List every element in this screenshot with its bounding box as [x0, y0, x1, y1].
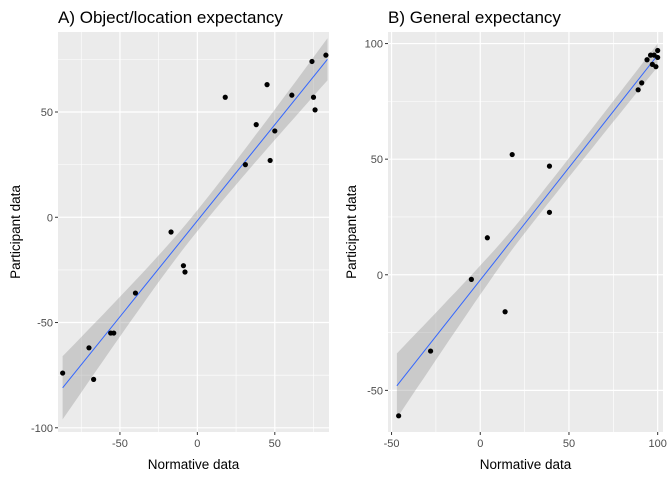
panel-b-data-point — [396, 413, 402, 419]
panel-b-data-point — [484, 235, 490, 241]
panel-b-data-point — [655, 47, 661, 54]
panel-a-x-tick-label: -50 — [112, 438, 128, 450]
panel-a-data-point — [264, 82, 270, 88]
panel-b-data-point — [655, 54, 661, 61]
panel-a-y-ticks: -100 -50 0 50 — [31, 107, 58, 435]
panel-a-data-point — [312, 107, 318, 113]
panel-a-data-point — [310, 94, 317, 100]
panel-a-data-point — [242, 162, 248, 168]
panel-a-data-point — [86, 345, 92, 351]
panel-b-x-tick-label: 0 — [477, 438, 483, 450]
panel-b-x-axis-label: Normative data — [480, 457, 572, 472]
panel-a-data-point — [168, 229, 174, 235]
panel-b-data-point — [546, 209, 553, 215]
panel-b-trend-line — [396, 54, 659, 387]
panel-b-plot-background — [388, 32, 663, 432]
panel-a-data-point — [309, 58, 315, 65]
panel-a-plot-background — [58, 32, 329, 432]
panel-a-data-point — [180, 263, 187, 269]
panel-a-y-tick-label: -50 — [37, 318, 53, 330]
panel-a-regression-line — [62, 59, 328, 389]
panel-b-data-point — [546, 163, 553, 169]
panel-a-data-point — [289, 92, 295, 98]
panel-a-title: A) Object/location expectancy — [58, 8, 283, 27]
panel-a-x-axis-label: Normative data — [148, 457, 240, 472]
panel-a: A) Object/location expectancy -50 0 50 -10… — [8, 8, 329, 472]
panel-a-data-point — [267, 157, 273, 164]
panel-b-x-tick-label: 100 — [648, 438, 666, 450]
panel-a-data-point — [222, 94, 228, 100]
panel-b-y-ticks: -50 0 50 100 — [365, 39, 388, 397]
panel-a-y-tick-label: -100 — [31, 423, 53, 435]
panel-b-data-point — [639, 80, 645, 86]
panel-a-confidence-band — [62, 38, 328, 420]
panel-a-y-tick-label: 0 — [47, 212, 53, 224]
panel-a-gridlines — [58, 32, 329, 432]
panel-b-data-point — [635, 87, 641, 93]
panel-a-data-point — [272, 128, 278, 134]
panel-b-data-point — [502, 309, 508, 315]
panel-b-y-axis-label: Participant data — [344, 185, 359, 279]
panel-a-x-ticks: -50 0 50 — [112, 432, 281, 450]
panel-b-data-point — [653, 64, 659, 70]
panel-a-points — [60, 52, 329, 382]
panel-a-trend-line — [62, 59, 328, 389]
panel-b-y-tick-label: 100 — [365, 39, 383, 51]
panel-b-points — [396, 47, 661, 419]
panel-b-data-point — [427, 348, 434, 354]
panel-a-y-axis-label: Participant data — [8, 185, 23, 279]
panel-b: B) General expectancy -50 0 50 100 -50 0 50 10… — [344, 8, 667, 472]
panel-b-gridlines — [388, 32, 663, 432]
panel-b-x-tick-label: -50 — [384, 438, 400, 450]
panel-b-data-point — [468, 276, 474, 282]
panel-b-y-tick-label: 50 — [371, 154, 383, 166]
panel-b-x-tick-label: 50 — [563, 438, 575, 450]
panel-b-y-tick-label: -50 — [367, 385, 383, 397]
panel-b-data-point — [644, 57, 650, 63]
panel-a-data-point — [111, 330, 117, 336]
panel-a-confidence-ribbon — [62, 38, 328, 420]
panel-b-title: B) General expectancy — [388, 8, 561, 27]
panel-b-data-point — [509, 151, 515, 158]
panel-a-data-point — [60, 370, 66, 376]
panel-a-x-tick-label: 50 — [269, 438, 281, 450]
panel-b-x-ticks: -50 0 50 100 — [384, 432, 667, 450]
panel-a-y-tick-label: 50 — [41, 107, 53, 119]
panel-b-regression-line — [396, 54, 659, 387]
panel-b-y-tick-label: 0 — [377, 270, 383, 282]
panel-a-data-point — [182, 269, 188, 275]
panel-a-data-point — [91, 376, 97, 382]
panel-a-x-tick-label: 0 — [194, 438, 200, 450]
panel-a-data-point — [323, 52, 329, 58]
panel-a-data-point — [253, 122, 259, 128]
panel-a-data-point — [132, 290, 139, 296]
